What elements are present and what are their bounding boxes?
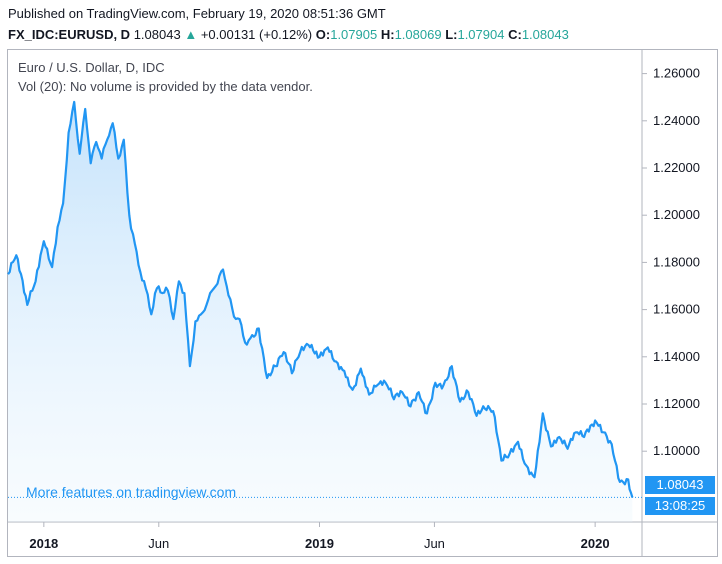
y-tick-label: 1.22000 bbox=[653, 160, 700, 175]
published-line: Published on TradingView.com, February 1… bbox=[8, 6, 386, 21]
symbol-label: FX_IDC:EURUSD, D bbox=[8, 27, 131, 42]
x-tick-label: Jun bbox=[424, 536, 445, 551]
y-tick-label: 1.26000 bbox=[653, 66, 700, 81]
high-label: H: bbox=[380, 27, 395, 42]
price-area-fill bbox=[8, 101, 633, 523]
countdown-tag: 13:08:25 bbox=[645, 497, 715, 515]
last-price-tag: 1.08043 bbox=[645, 476, 715, 494]
price-change: +0.00131 (+0.12%) bbox=[200, 27, 313, 42]
low-value: 1.07904 bbox=[457, 27, 505, 42]
volume-legend: Vol (20): No volume is provided by the d… bbox=[18, 79, 313, 94]
last-price: 1.08043 bbox=[133, 27, 181, 42]
x-tick-label: Jun bbox=[148, 536, 169, 551]
close-value: 1.08043 bbox=[521, 27, 569, 42]
low-label: L: bbox=[445, 27, 458, 42]
y-tick-label: 1.24000 bbox=[653, 113, 700, 128]
up-arrow-icon: ▲ bbox=[184, 27, 198, 42]
high-value: 1.08069 bbox=[394, 27, 442, 42]
y-tick-label: 1.10000 bbox=[653, 443, 700, 458]
chart-frame[interactable] bbox=[7, 49, 718, 557]
x-tick-label: 2019 bbox=[305, 536, 334, 551]
close-label: C: bbox=[508, 27, 522, 42]
ohlc-header: FX_IDC:EURUSD, D 1.08043 ▲ +0.00131 (+0.… bbox=[8, 27, 569, 42]
open-label: O: bbox=[315, 27, 331, 42]
y-tick-label: 1.16000 bbox=[653, 302, 700, 317]
y-tick-label: 1.12000 bbox=[653, 396, 700, 411]
price-series-line bbox=[7, 100, 634, 498]
y-tick-label: 1.20000 bbox=[653, 207, 700, 222]
y-tick-label: 1.18000 bbox=[653, 254, 700, 269]
y-tick-label: 1.14000 bbox=[653, 349, 700, 364]
open-value: 1.07905 bbox=[330, 27, 378, 42]
series-legend: Euro / U.S. Dollar, D, IDC bbox=[18, 60, 165, 75]
x-tick-label: 2020 bbox=[581, 536, 610, 551]
more-features-link[interactable]: More features on tradingview.com bbox=[26, 484, 237, 500]
x-tick-label: 2018 bbox=[29, 536, 58, 551]
